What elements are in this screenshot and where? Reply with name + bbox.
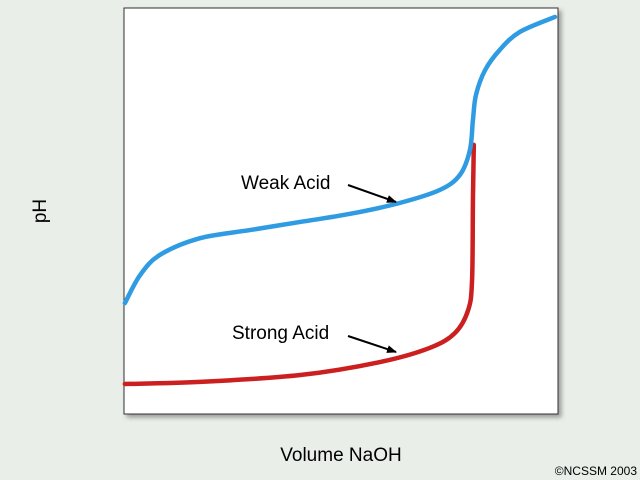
arrow-weak-acid	[347, 184, 397, 203]
copyright: ©NCSSM 2003	[555, 464, 638, 478]
plot-area	[123, 7, 559, 415]
x-axis-label: Volume NaOH	[280, 445, 401, 466]
arrow-strong-acid	[347, 335, 397, 353]
y-axis-label: pH	[30, 199, 51, 223]
annotation-weak-acid: Weak Acid	[241, 173, 330, 194]
series-line-strong-acid	[122, 142, 477, 387]
annotation-strong-acid: Strong Acid	[232, 323, 329, 344]
series-line-weak-acid	[122, 14, 558, 306]
